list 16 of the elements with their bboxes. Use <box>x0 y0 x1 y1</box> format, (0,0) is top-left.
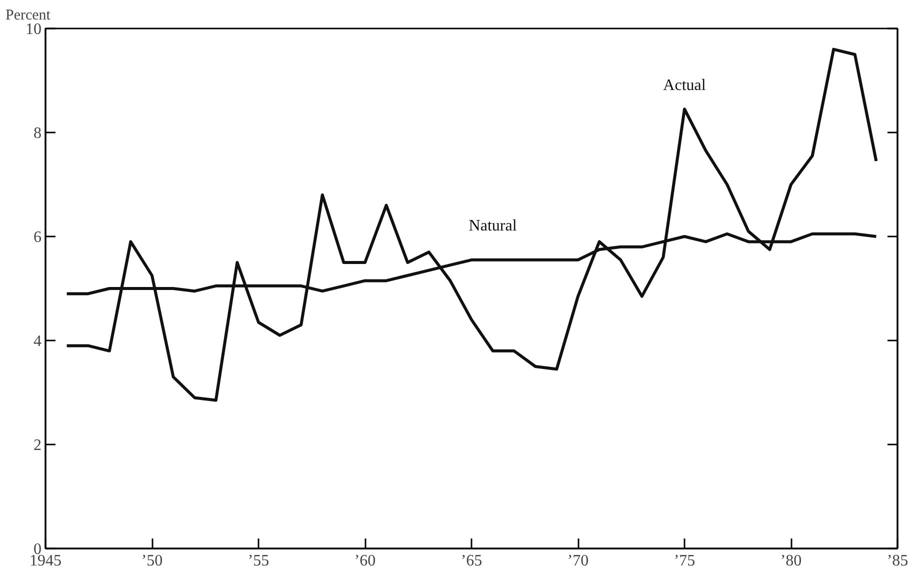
x-tick-label: ’70 <box>567 552 589 570</box>
x-tick-label: ’65 <box>460 552 482 570</box>
series-label: Actual <box>663 77 706 94</box>
y-tick-label: 6 <box>34 229 42 246</box>
y-axis-title: Percent <box>6 8 52 24</box>
y-tick-label: 8 <box>34 125 42 142</box>
x-tick-label: ’85 <box>886 552 908 570</box>
x-tick-label: ’50 <box>141 552 163 570</box>
series-label: Natural <box>468 218 518 235</box>
x-tick-label: ’55 <box>248 552 270 570</box>
x-tick-label: ’60 <box>354 552 376 570</box>
x-tick-label: ’75 <box>674 552 696 570</box>
x-tick-label: ’80 <box>780 552 802 570</box>
y-tick-label: 2 <box>34 437 42 454</box>
y-tick-label: 4 <box>34 333 42 350</box>
y-tick-label: 10 <box>26 21 42 38</box>
